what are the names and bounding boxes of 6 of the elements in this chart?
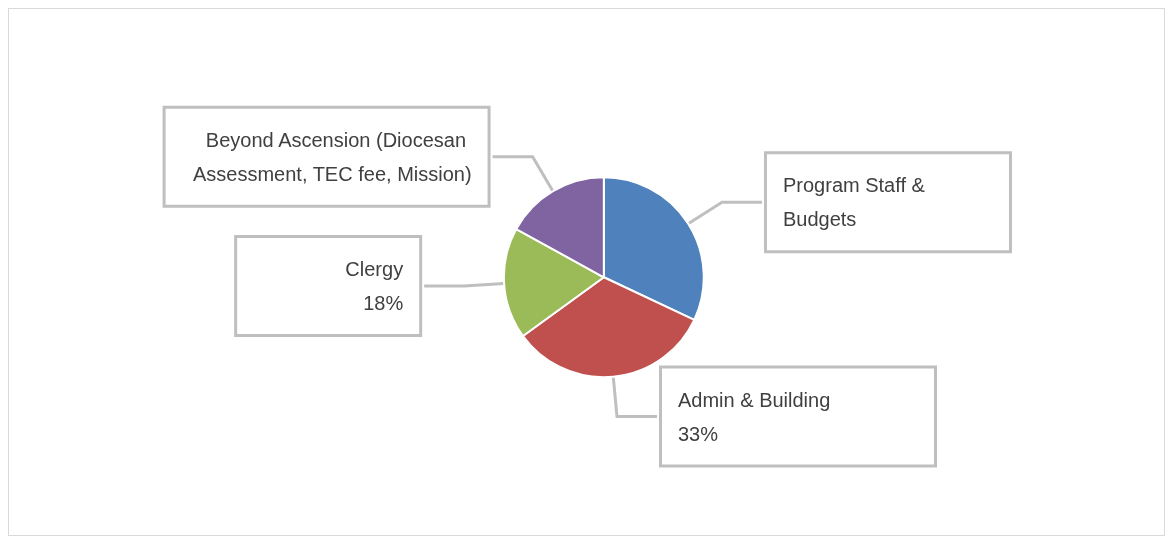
data-label: 33% bbox=[677, 422, 719, 445]
data-label: 18% bbox=[363, 292, 404, 315]
slice-label: Program Staff & Budgets bbox=[782, 174, 931, 231]
slice-label: Clergy bbox=[345, 258, 404, 281]
slice-label: Admin & Building bbox=[677, 388, 831, 411]
slice-label: Beyond Ascension (Diocesan Assessment, TEC fee, Mission) bbox=[192, 128, 472, 185]
